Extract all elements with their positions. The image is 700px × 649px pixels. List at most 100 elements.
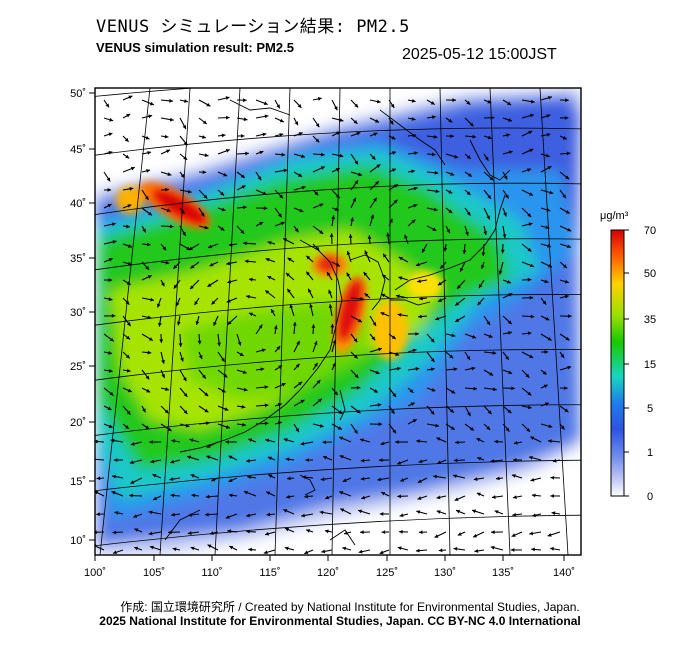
wind-arrow: [209, 531, 219, 535]
wind-arrow: [436, 495, 447, 500]
wind-arrow: [559, 294, 569, 299]
wind-arrow: [141, 150, 152, 155]
wind-arrow: [540, 350, 549, 354]
wind-arrow: [122, 297, 130, 305]
wind-arrow: [293, 363, 300, 371]
wind-arrow: [312, 189, 319, 196]
wind-arrow: [407, 117, 416, 121]
wind-arrow: [531, 513, 542, 518]
wind-arrow: [473, 477, 485, 481]
wind-arrow: [540, 132, 551, 137]
wind-arrow: [464, 405, 471, 417]
wind-arrow: [236, 171, 246, 179]
wind-arrow: [129, 459, 143, 465]
wind-arrow: [255, 403, 269, 408]
wind-arrow: [491, 530, 504, 535]
wind-arrow: [198, 170, 207, 175]
wind-arrow: [453, 547, 466, 551]
wind-arrow: [464, 207, 471, 216]
wind-arrow: [160, 224, 174, 229]
wind-arrow: [236, 225, 245, 235]
wind-arrow: [103, 188, 112, 192]
wind-arrow: [490, 545, 504, 551]
wind-arrow: [540, 189, 554, 195]
wind-arrow: [263, 549, 276, 555]
wind-arrow: [274, 207, 283, 218]
wind-arrow: [350, 423, 358, 435]
wind-arrow: [206, 455, 219, 461]
wind-arrow: [160, 207, 171, 213]
wind-arrow: [130, 477, 143, 484]
wind-arrow: [134, 546, 143, 551]
colorbar-label: 15: [644, 359, 656, 371]
wind-arrow: [521, 168, 532, 173]
wind-arrow: [512, 495, 523, 499]
wind-arrow: [198, 387, 209, 397]
wind-arrow: [511, 531, 523, 537]
wind-arrow: [133, 513, 143, 518]
wind-arrow: [255, 150, 264, 155]
wind-arrow: [417, 279, 428, 284]
wind-arrow: [559, 98, 569, 103]
wind-arrow: [141, 405, 146, 413]
wind-arrow: [255, 171, 262, 181]
wind-arrow: [483, 423, 491, 431]
wind-arrow: [122, 423, 130, 430]
wind-arrow: [331, 261, 341, 267]
wind-arrow: [350, 315, 363, 323]
wind-arrow: [255, 114, 269, 119]
wind-arrow: [331, 339, 337, 353]
wind-arrow: [559, 386, 568, 391]
wind-arrow: [464, 117, 474, 127]
wind-arrow: [207, 243, 219, 249]
wind-arrow: [246, 529, 257, 534]
wind-arrow: [381, 293, 390, 299]
wind-arrow: [209, 261, 219, 267]
wind-arrow: [103, 171, 111, 182]
wind-arrow: [540, 95, 553, 101]
wind-arrow: [382, 253, 390, 263]
wind-arrow: [190, 474, 200, 479]
wind-arrow: [287, 257, 295, 263]
wind-arrow: [122, 405, 131, 416]
wind-arrow: [350, 171, 363, 177]
wind-arrow: [502, 189, 510, 199]
wind-arrow: [213, 315, 219, 327]
wind-arrow: [293, 207, 304, 213]
wind-arrow: [502, 225, 507, 239]
wind-arrow: [265, 491, 276, 497]
wind-arrow: [306, 529, 314, 533]
wind-arrow: [464, 225, 469, 236]
wind-arrow: [312, 243, 320, 251]
wind-arrow: [156, 297, 162, 308]
wind-arrow: [179, 369, 187, 382]
wind-arrow: [388, 387, 397, 398]
wind-arrow: [286, 494, 295, 499]
wind-arrow: [122, 166, 135, 173]
wind-arrow: [369, 153, 376, 161]
wind-arrow: [530, 477, 542, 482]
wind-arrow: [103, 222, 116, 227]
wind-arrow: [274, 403, 282, 407]
wind-arrow: [407, 348, 417, 353]
wind-arrow: [559, 171, 570, 180]
wind-arrow: [226, 297, 238, 303]
wind-arrow: [426, 152, 436, 157]
wind-arrow: [217, 133, 226, 138]
wind-arrow: [110, 438, 124, 443]
wind-arrow: [179, 351, 184, 362]
wind-arrow: [426, 333, 435, 343]
wind-arrow: [149, 440, 162, 444]
wind-arrow: [286, 288, 295, 299]
wind-arrow: [134, 528, 143, 533]
wind-arrow: [304, 549, 314, 555]
wind-arrow: [217, 387, 226, 393]
wind-arrow: [464, 189, 471, 196]
wind-arrow: [309, 303, 314, 317]
forecast-timestamp: 2025-05-12 15:00JST: [402, 46, 557, 63]
wind-arrow: [395, 440, 409, 444]
wind-arrow: [179, 423, 190, 428]
wind-arrow: [283, 508, 295, 515]
wind-arrow: [148, 510, 162, 515]
wind-arrow: [443, 243, 448, 252]
